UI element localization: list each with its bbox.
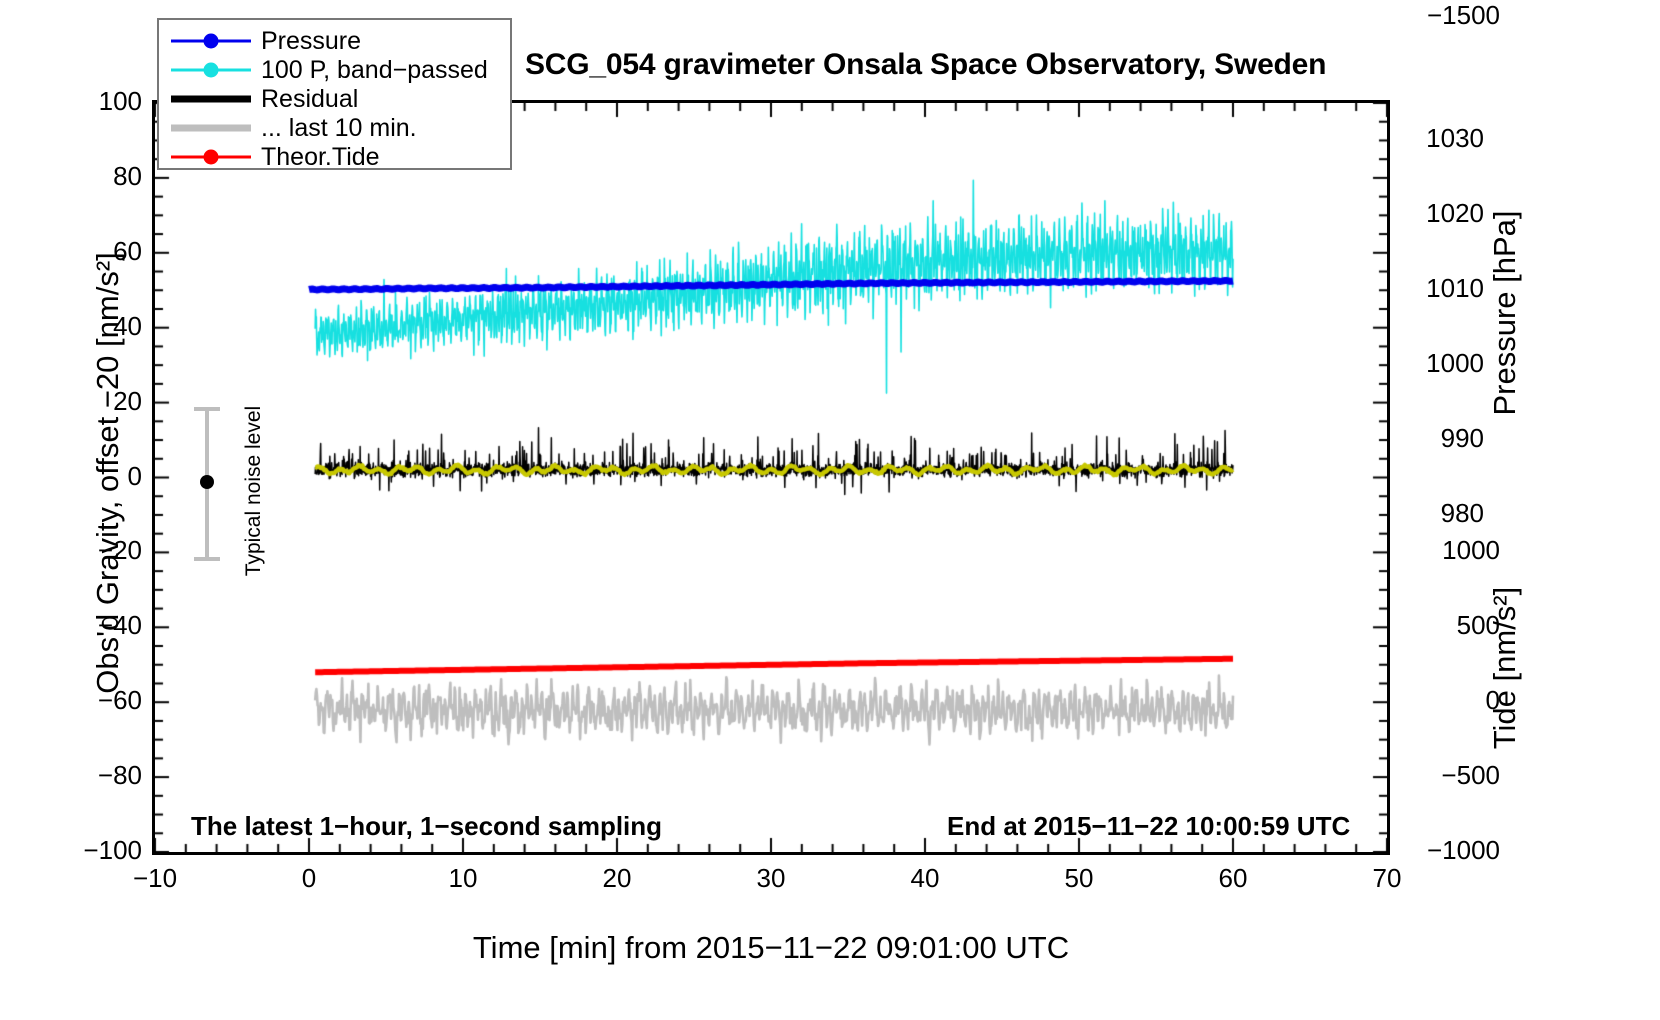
plot-area: Typical noise level The latest 1−hour, 1… — [152, 100, 1390, 855]
legend-marker-dot — [203, 149, 219, 165]
x-tick-label: 10 — [448, 863, 478, 893]
noise-cap-bottom — [194, 557, 220, 561]
x-axis-title: Time [min] from 2015−11−22 09:01:00 UTC — [472, 930, 1070, 965]
legend-line — [171, 95, 251, 103]
noise-center-dot — [200, 475, 214, 489]
chart-canvas — [155, 103, 1387, 852]
legend-label: Theor.Tide — [261, 142, 380, 171]
y-tick-label-pressure: 1020 — [1426, 198, 1484, 229]
x-tick-label: 70 — [1372, 863, 1402, 893]
y-tick-label-pressure: 1010 — [1426, 273, 1484, 304]
legend-line — [171, 124, 251, 132]
x-tick-label: 20 — [602, 863, 632, 893]
x-tick-label: 40 — [910, 863, 940, 893]
legend-label: Pressure — [261, 26, 362, 55]
legend-swatch — [167, 55, 255, 85]
legend-item[interactable]: Residual — [167, 84, 507, 114]
y-axis-title-left: Obs'd Gravity, offset −20 [nm/s²] — [90, 252, 125, 694]
legend-marker-dot — [203, 33, 219, 49]
legend-swatch — [167, 142, 255, 172]
noise-level-label: Typical noise level — [242, 405, 265, 577]
legend-label: 100 P, band−passed — [261, 55, 488, 84]
typical-noise-level-marker: Typical noise level — [188, 405, 265, 585]
x-tick-label: 50 — [1064, 863, 1094, 893]
y-tick-label-tide: 0 — [1485, 685, 1500, 716]
y-tick-label-tide: −1000 — [1426, 835, 1500, 865]
x-tick-label: 0 — [301, 863, 317, 893]
legend-swatch — [167, 26, 255, 56]
y-tick-label-tide: 1000 — [1442, 535, 1500, 566]
y-axis-title-tide: Tide [nm/s²] — [1487, 586, 1522, 750]
legend-item[interactable]: 100 P, band−passed — [167, 55, 507, 85]
x-tick-label: −10 — [133, 863, 178, 893]
legend-item[interactable]: Theor.Tide — [167, 142, 507, 172]
page-title: SCG_054 gravimeter Onsala Space Observat… — [525, 48, 1327, 81]
y-axis-title-pressure: Pressure [hPa] — [1487, 210, 1522, 416]
y-tick-label-tide: 500 — [1456, 610, 1500, 641]
end-time-note: End at 2015−11−22 10:00:59 UTC — [947, 811, 1351, 841]
y-tick-label-pressure: 1030 — [1426, 123, 1484, 154]
legend-swatch — [167, 113, 255, 143]
chart-legend: Pressure 100 P, band−passed Residual... la… — [157, 18, 512, 172]
legend-swatch — [167, 84, 255, 114]
legend-label: ... last 10 min. — [261, 113, 417, 142]
x-tick-label: 60 — [1218, 863, 1248, 893]
y-tick-label-pressure: 980 — [1440, 497, 1484, 528]
x-tick-label: 30 — [756, 863, 786, 893]
y-tick-label-pressure: 990 — [1440, 423, 1484, 454]
y-tick-label-tide: −500 — [1441, 760, 1500, 791]
sampling-note: The latest 1−hour, 1−second sampling — [191, 811, 663, 841]
y-tick-label-tide: −1500 — [1426, 0, 1500, 30]
noise-cap-top — [194, 407, 220, 411]
legend-marker-dot — [203, 62, 219, 78]
legend-item[interactable]: ... last 10 min. — [167, 113, 507, 143]
legend-item[interactable]: Pressure — [167, 26, 507, 56]
y-tick-label-pressure: 1000 — [1426, 348, 1484, 379]
legend-label: Residual — [261, 84, 359, 113]
